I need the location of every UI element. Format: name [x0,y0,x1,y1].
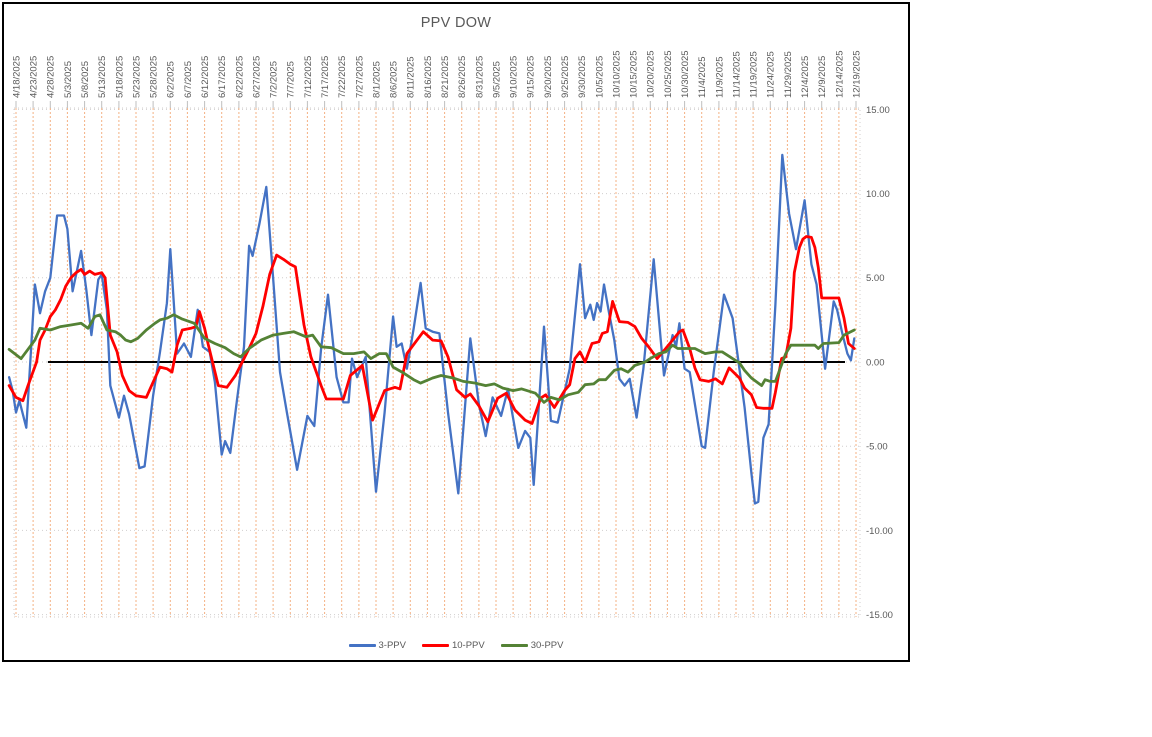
x-tick-label: 11/9/2025 [714,56,725,98]
series-line-3-PPV[interactable] [7,153,856,505]
x-tick-label: 5/18/2025 [114,56,125,98]
legend-item-30-PPV[interactable]: 30-PPV [500,640,564,651]
x-tick-label: 4/23/2025 [29,56,40,98]
legend: 3-PPV 10-PPV 30-PPV [4,640,908,651]
legend-label: 10-PPV [451,640,485,651]
series-line-30-PPV[interactable] [7,313,856,404]
x-tick-label: 11/19/2025 [749,51,760,98]
legend-label: 3-PPV [378,640,406,651]
x-tick-label: 4/28/2025 [46,56,57,98]
x-tick-label: 6/7/2025 [183,61,194,98]
x-tick-label: 8/26/2025 [457,56,468,98]
x-tick-label: 9/5/2025 [491,61,502,98]
legend-swatch-30-PPV [500,644,528,647]
x-tick-label: 8/1/2025 [371,61,382,98]
x-tick-label: 11/4/2025 [697,56,708,98]
x-tick-label: 6/27/2025 [251,56,262,98]
chart-title: PPV DOW [420,15,492,31]
x-tick-label: 10/5/2025 [594,56,605,98]
x-tick-label: 7/27/2025 [354,56,365,98]
legend-swatch-3-PPV [348,644,376,647]
x-tick-label: 9/25/2025 [560,56,571,98]
x-tick-label: 6/2/2025 [166,61,177,98]
x-tick-label: 9/15/2025 [526,56,537,98]
x-tick-label: 5/28/2025 [149,56,160,98]
legend-item-10-PPV[interactable]: 10-PPV [421,640,485,651]
x-tick-label: 12/19/2025 [851,50,862,98]
x-tick-label: 9/10/2025 [509,56,520,98]
plot-border [13,107,861,618]
series-line-10-PPV[interactable] [7,235,856,425]
x-tick-label: 5/23/2025 [131,56,142,98]
legend-swatch-10-PPV [421,644,449,647]
x-tick-label: 7/17/2025 [320,56,331,98]
x-tick-label: 6/17/2025 [217,56,228,98]
x-tick-label: 11/29/2025 [783,51,794,98]
x-tick-label: 10/30/2025 [680,50,691,98]
x-tick-label: 12/4/2025 [800,56,811,98]
x-tick-label: 9/20/2025 [543,56,554,98]
x-tick-label: 12/14/2025 [834,50,845,98]
x-tick-label: 8/16/2025 [423,56,434,98]
x-tick-label: 8/31/2025 [474,56,485,98]
x-tick-label: 11/24/2025 [766,51,777,98]
x-tick-label: 6/22/2025 [234,56,245,98]
y-tick-label: 15.00 [866,105,890,116]
x-tick-label: 10/20/2025 [646,50,657,98]
x-tick-label: 10/25/2025 [663,50,674,98]
plot-area: 4/18/2025 4/23/2025 4/28/2025 5/3/2025 5/8/2… [7,50,893,621]
x-tick-label: 7/12/2025 [303,56,314,98]
x-tick-label: 5/8/2025 [80,61,91,98]
x-tick-label: 5/3/2025 [63,61,74,98]
y-tick-label: -5.00 [866,442,888,453]
x-tick-label: 8/21/2025 [440,56,451,98]
y-tick-label: 10.00 [866,189,890,200]
x-tick-label: 4/18/2025 [11,56,22,98]
legend-label: 30-PPV [530,640,564,651]
x-tick-label: 7/2/2025 [269,61,280,98]
y-tick-label: -10.00 [866,526,893,537]
x-tick-label: 12/9/2025 [817,56,828,98]
y-tick-label: 0.00 [866,357,885,368]
x-tick-label: 8/6/2025 [389,61,400,98]
x-tick-label: 8/11/2025 [406,56,417,98]
y-tick-label: -15.00 [866,610,893,621]
x-tick-label: 9/30/2025 [577,56,588,98]
chart-figure[interactable]: PPV DOW 4/18/2025 4/23/2025 4/28/2025 5/3/2… [2,2,910,662]
x-tick-label: 10/10/2025 [611,50,622,98]
x-tick-label: 5/13/2025 [97,56,108,98]
x-tick-label: 7/7/2025 [286,61,297,98]
x-tick-label: 11/14/2025 [731,51,742,98]
x-tick-label: 6/12/2025 [200,56,211,98]
y-tick-label: 5.00 [866,273,885,284]
x-tick-label: 7/22/2025 [337,56,348,98]
x-tick-label: 10/15/2025 [629,50,640,98]
legend-item-3-PPV[interactable]: 3-PPV [348,640,406,651]
